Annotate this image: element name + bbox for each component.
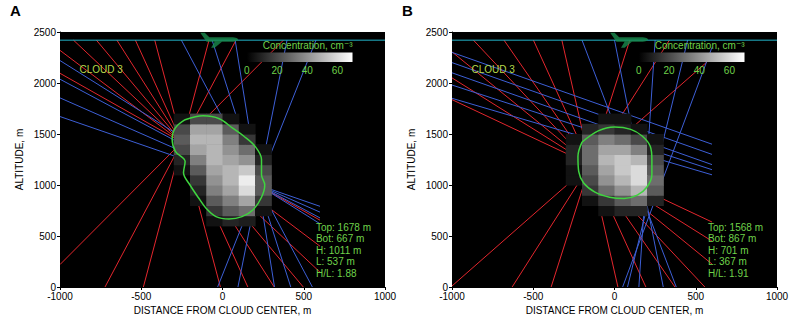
svg-text:500: 500 <box>431 231 448 242</box>
svg-text:0: 0 <box>442 281 448 293</box>
svg-text:1000: 1000 <box>766 291 789 302</box>
svg-text:H/L: 1.88: H/L: 1.88 <box>316 268 357 279</box>
svg-text:H/L: 1.91: H/L: 1.91 <box>708 268 749 279</box>
svg-text:DISTANCE FROM CLOUD CENTER, m: DISTANCE FROM CLOUD CENTER, m <box>134 305 312 316</box>
svg-text:60: 60 <box>724 65 736 76</box>
svg-text:-500: -500 <box>131 291 151 302</box>
svg-text:0: 0 <box>612 291 618 302</box>
svg-text:20: 20 <box>271 65 283 76</box>
svg-text:Concentration, cm⁻³: Concentration, cm⁻³ <box>655 40 745 51</box>
svg-text:L: 367 m: L: 367 m <box>708 256 747 267</box>
svg-text:Concentration, cm⁻³: Concentration, cm⁻³ <box>263 40 353 51</box>
svg-text:2000: 2000 <box>34 78 57 89</box>
svg-text:Bot: 667 m: Bot: 667 m <box>316 233 364 244</box>
svg-text:1000: 1000 <box>374 291 397 302</box>
svg-text:-500: -500 <box>523 291 543 302</box>
svg-text:H: 1011 m: H: 1011 m <box>316 245 361 256</box>
svg-text:1500: 1500 <box>34 129 57 140</box>
svg-text:500: 500 <box>39 231 56 242</box>
svg-text:0: 0 <box>50 281 56 293</box>
svg-text:-1000: -1000 <box>47 291 73 302</box>
svg-text:0: 0 <box>220 291 226 302</box>
svg-text:Top: 1568 m: Top: 1568 m <box>708 222 763 233</box>
svg-text:-1000: -1000 <box>439 291 465 302</box>
svg-text:ALTITUDE, m: ALTITUDE, m <box>14 129 25 190</box>
svg-text:Top: 1678 m: Top: 1678 m <box>316 222 371 233</box>
svg-text:0: 0 <box>244 65 250 76</box>
svg-text:40: 40 <box>694 65 706 76</box>
svg-text:1000: 1000 <box>34 180 57 191</box>
svg-text:A: A <box>10 2 21 19</box>
svg-text:H: 701 m: H: 701 m <box>708 245 749 256</box>
svg-text:2500: 2500 <box>426 27 449 38</box>
svg-text:ALTITUDE, m: ALTITUDE, m <box>406 129 417 190</box>
svg-text:CLOUD 3: CLOUD 3 <box>80 64 124 75</box>
svg-text:1000: 1000 <box>426 180 449 191</box>
svg-text:DISTANCE FROM CLOUD CENTER, m: DISTANCE FROM CLOUD CENTER, m <box>526 305 704 316</box>
svg-text:40: 40 <box>302 65 314 76</box>
svg-text:0: 0 <box>636 65 642 76</box>
svg-text:2500: 2500 <box>34 27 57 38</box>
svg-text:1500: 1500 <box>426 129 449 140</box>
svg-text:Bot: 867 m: Bot: 867 m <box>708 233 756 244</box>
svg-text:L: 537 m: L: 537 m <box>316 256 355 267</box>
svg-text:500: 500 <box>687 291 704 302</box>
svg-text:CLOUD 3: CLOUD 3 <box>472 64 516 75</box>
svg-text:20: 20 <box>663 65 675 76</box>
svg-text:B: B <box>402 2 413 19</box>
svg-text:500: 500 <box>295 291 312 302</box>
svg-text:60: 60 <box>332 65 344 76</box>
svg-text:2000: 2000 <box>426 78 449 89</box>
